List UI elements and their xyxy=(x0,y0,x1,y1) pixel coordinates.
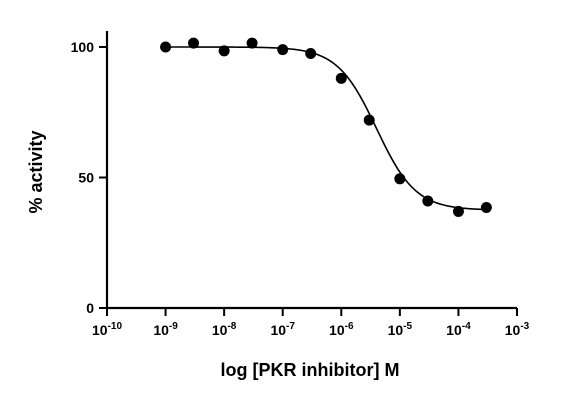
fit-curve xyxy=(165,46,487,211)
x-tick-label: 10-5 xyxy=(388,321,413,338)
data-point xyxy=(305,48,317,60)
y-ticks: 0 50 100 xyxy=(71,39,107,316)
data-point xyxy=(335,72,347,84)
x-tick-label: 10-9 xyxy=(153,321,178,338)
x-tick-label: 10-7 xyxy=(270,321,295,338)
x-tick-label: 10-8 xyxy=(212,321,237,338)
x-axis: 10-10 10-9 10-8 10-7 10-6 10-5 10-4 10-3 xyxy=(92,306,530,338)
data-point xyxy=(246,37,258,49)
y-tick-label: 50 xyxy=(78,170,94,186)
data-point xyxy=(363,114,375,126)
data-point xyxy=(480,202,492,214)
x-tick-label: 10-4 xyxy=(446,321,471,338)
x-tick-label: 10-10 xyxy=(92,321,122,338)
data-points xyxy=(160,37,492,217)
data-point xyxy=(452,205,464,217)
x-axis-title: log [PKR inhibitor] M xyxy=(221,360,400,380)
x-tick-label: 10-3 xyxy=(505,321,530,338)
y-tick-label: 100 xyxy=(71,39,95,55)
y-axis: 0 50 100 xyxy=(71,31,109,316)
data-point xyxy=(218,45,230,57)
y-tick-label: 0 xyxy=(86,300,94,316)
x-tick-label: 10-6 xyxy=(329,321,354,338)
y-axis-title: % activity xyxy=(26,130,46,213)
x-ticks: 10-10 10-9 10-8 10-7 10-6 10-5 10-4 10-3 xyxy=(92,308,530,338)
data-point xyxy=(160,41,172,53)
data-point xyxy=(422,195,434,207)
data-point xyxy=(394,173,406,185)
data-point xyxy=(277,44,289,56)
data-point xyxy=(188,37,200,49)
